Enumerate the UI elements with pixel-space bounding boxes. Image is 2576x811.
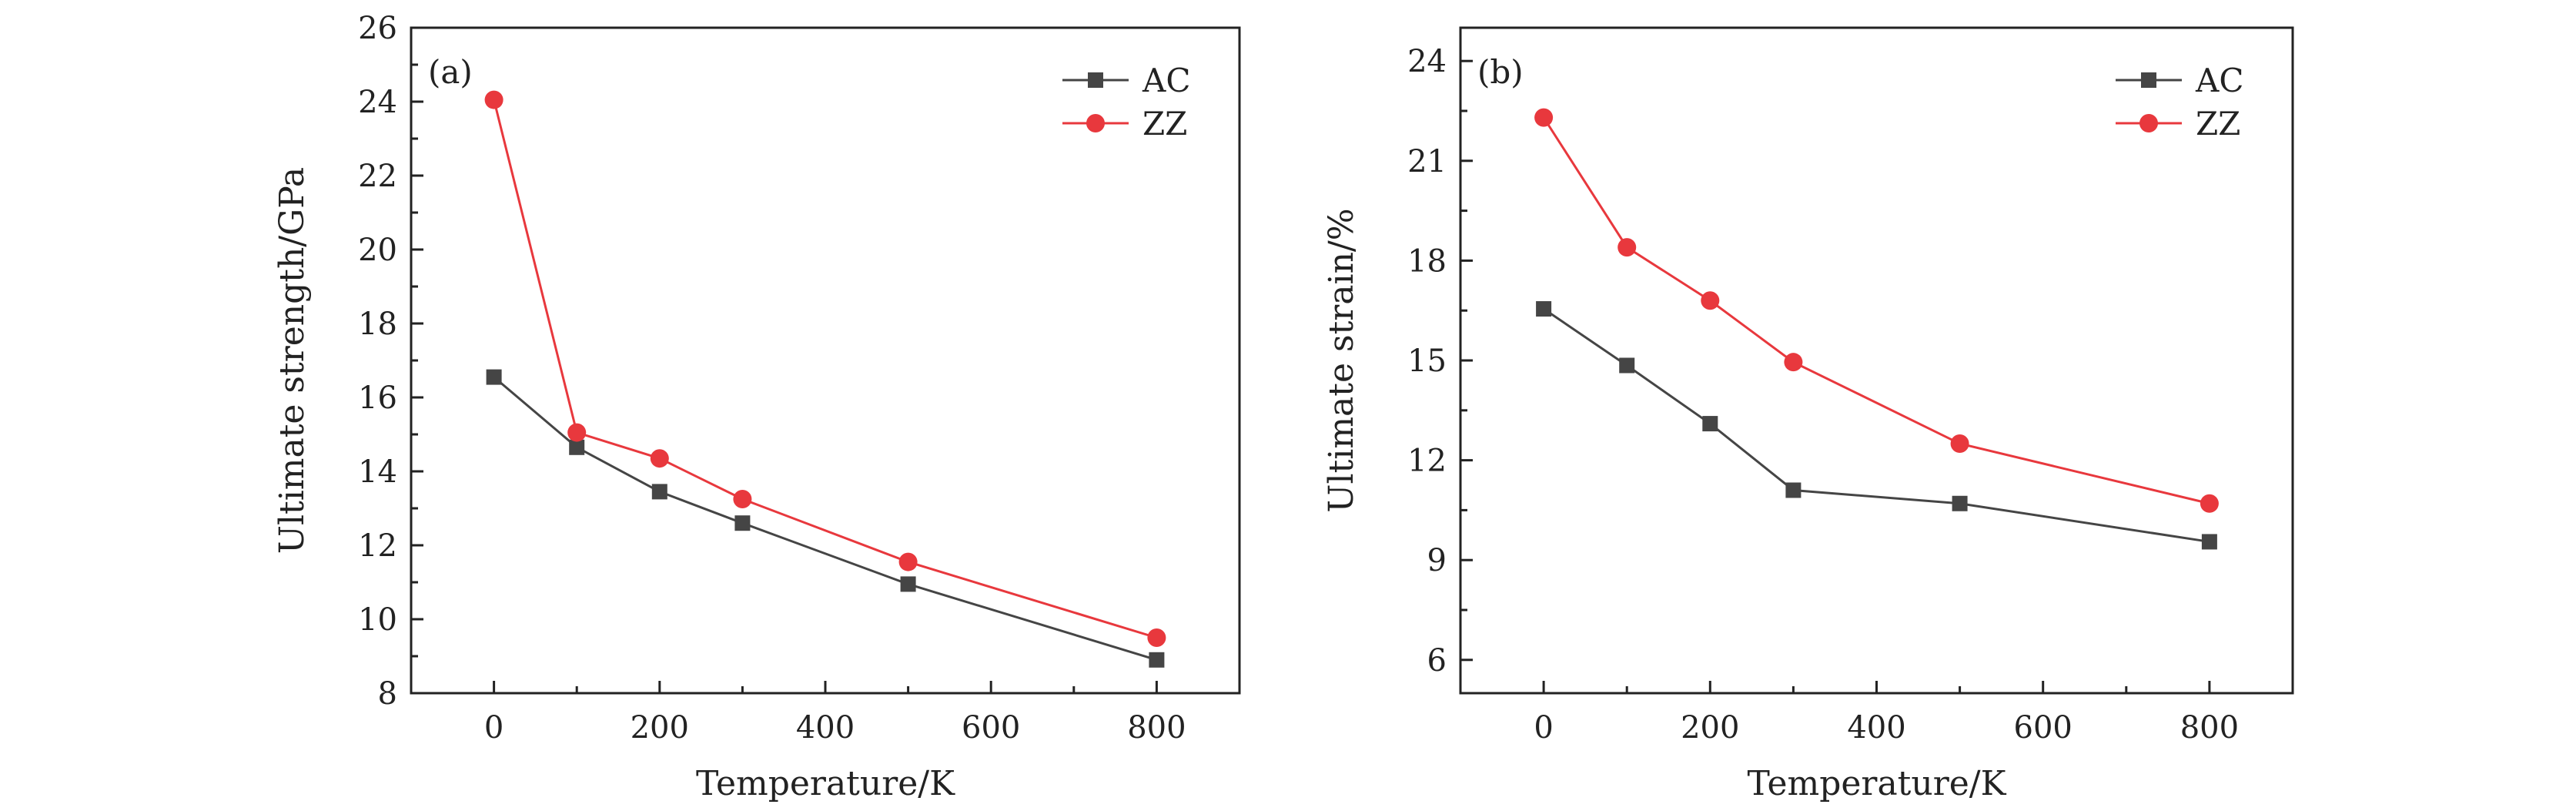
series-line-ac [493, 376, 1157, 662]
y-tick-label: 24 [1407, 44, 1447, 79]
x-tick-label: 800 [1127, 710, 1186, 746]
y-tick-label: 20 [358, 233, 397, 268]
panel-a: 0 200 400 600 800 8 10 12 14 16 18 20 22 24 26 Temperat… [273, 11, 1241, 803]
data-point-zz [733, 490, 752, 508]
x-axis-title: Temperature/K [1748, 764, 2007, 803]
data-point-ac [1149, 652, 1165, 668]
data-point-ac [900, 576, 916, 592]
data-point-zz [1701, 291, 1720, 310]
data-point-zz [898, 552, 918, 571]
legend-label-zz: ZZ [2196, 105, 2240, 142]
data-point-zz [484, 90, 503, 109]
data-point-zz [1534, 108, 1554, 127]
x-tick-label: 600 [2014, 710, 2073, 746]
y-tick-label: 24 [358, 85, 397, 120]
y-tick-label: 15 [1407, 344, 1447, 379]
x-tick-label: 200 [631, 710, 689, 746]
legend-label-ac: AC [1142, 62, 1190, 99]
legend-marker [2139, 114, 2158, 132]
legend-label-zz: ZZ [1142, 105, 1187, 142]
data-point-zz [1618, 238, 1637, 257]
x-tick-label: 200 [1681, 710, 1739, 746]
y-tick-label: 14 [358, 454, 397, 490]
panel-b: 0 200 400 600 800 6 9 12 15 18 21 24 Temperature/K Ul… [1322, 26, 2294, 803]
data-point-zz [1147, 628, 1166, 647]
x-tick-label: 400 [796, 710, 855, 746]
y-tick-label: 8 [378, 676, 397, 712]
x-tick-label: 0 [484, 710, 503, 746]
y-axis-title: Ultimate strain/% [1322, 208, 1361, 512]
legend-marker [2141, 72, 2156, 88]
data-point-ac [1536, 301, 1552, 317]
y-tick-label: 16 [358, 380, 397, 416]
legend-marker [1088, 72, 1103, 88]
data-point-ac [486, 369, 502, 385]
data-point-ac [734, 515, 751, 531]
y-tick-label: 21 [1407, 144, 1447, 179]
plot-frame [1459, 26, 2294, 695]
data-point-zz [567, 423, 587, 442]
x-tick-label: 600 [962, 710, 1020, 746]
panel-label: (a) [428, 53, 473, 91]
y-tick-label: 26 [358, 11, 397, 46]
data-point-ac [651, 484, 667, 500]
data-point-zz [650, 449, 669, 468]
data-point-ac [1702, 416, 1718, 432]
data-point-zz [2200, 494, 2219, 513]
x-tick-label: 400 [1847, 710, 1905, 746]
y-tick-label: 12 [1407, 444, 1447, 479]
data-point-ac [569, 439, 585, 455]
x-tick-label: 800 [2180, 710, 2239, 746]
series-line-zz [493, 99, 1157, 639]
panel-label: (b) [1477, 53, 1524, 91]
y-tick-label: 6 [1427, 643, 1447, 679]
data-point-zz [1784, 353, 1803, 372]
plot-frame [410, 26, 1241, 695]
data-point-ac [1785, 482, 1802, 498]
x-tick-label: 0 [1534, 710, 1553, 746]
legend-label-ac: AC [2195, 62, 2243, 99]
data-point-ac [2201, 534, 2217, 550]
y-tick-label: 18 [358, 307, 397, 342]
y-tick-label: 18 [1407, 243, 1447, 279]
series-line-zz [1542, 116, 2210, 505]
y-tick-label: 12 [358, 528, 397, 564]
data-point-ac [1619, 357, 1635, 374]
y-tick-label: 10 [358, 602, 397, 638]
legend-marker [1086, 114, 1105, 132]
y-tick-label: 22 [358, 159, 397, 194]
y-tick-label: 9 [1427, 543, 1447, 578]
data-point-ac [1952, 495, 1968, 511]
data-point-zz [1950, 434, 1969, 453]
y-axis-title: Ultimate strength/GPa [273, 167, 312, 554]
x-axis-title: Temperature/K [696, 764, 955, 803]
series-line-ac [1543, 307, 2210, 543]
